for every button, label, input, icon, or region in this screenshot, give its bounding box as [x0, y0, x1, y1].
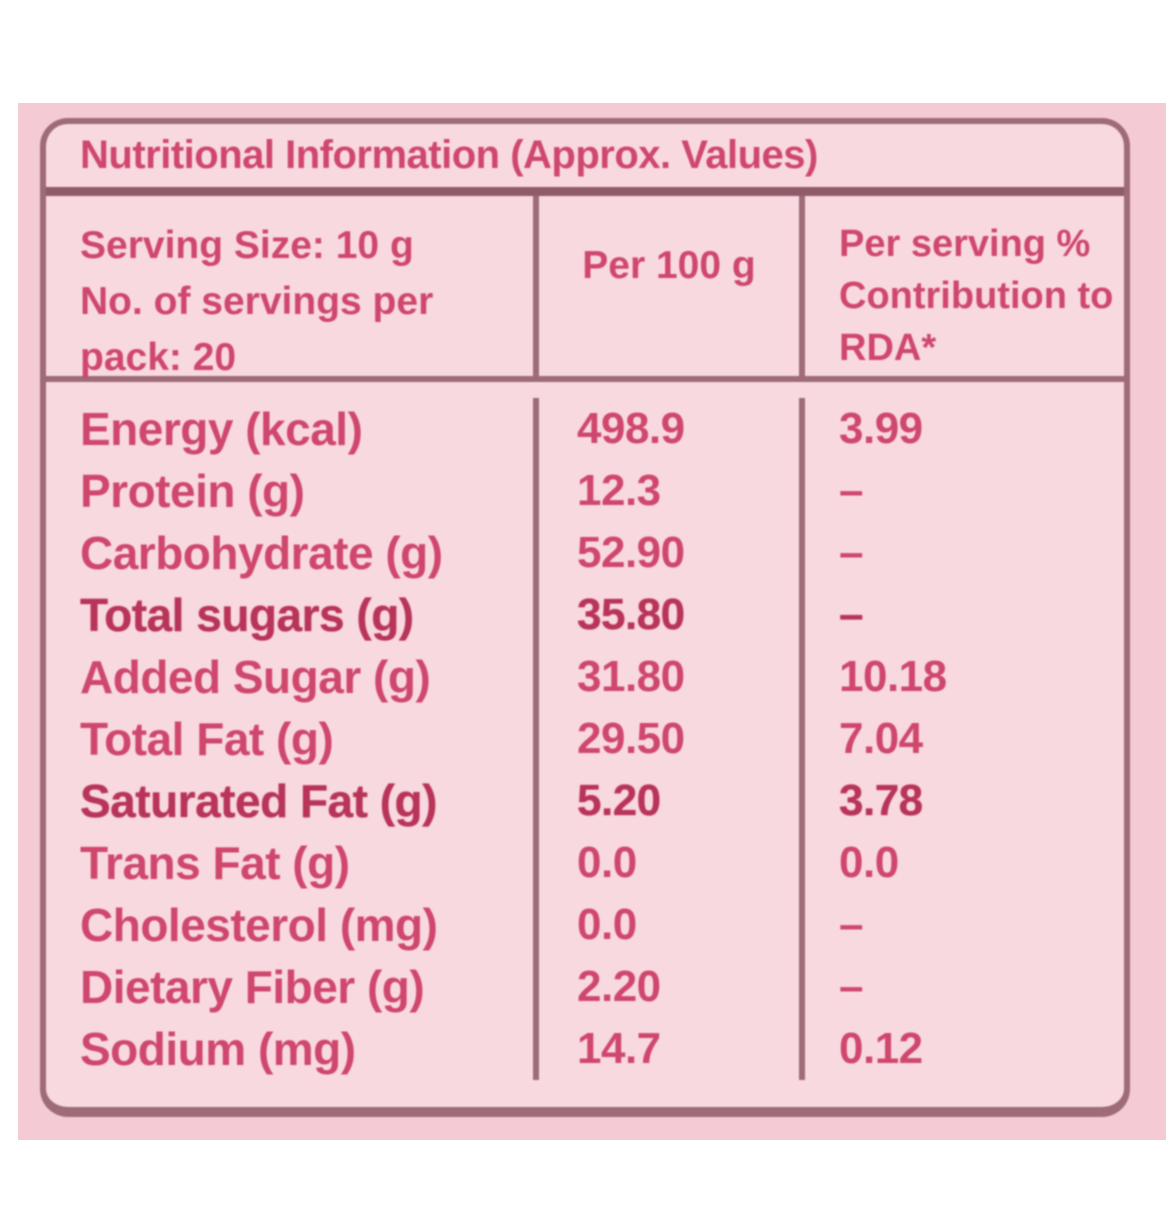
table-row-cholesterol: Cholesterol (mg) 0.0 – [46, 894, 1124, 956]
table-row-carbohydrate: Carbohydrate (g) 52.90 – [46, 522, 1124, 584]
table-row-total-fat: Total Fat (g) 29.50 7.04 [46, 708, 1124, 770]
row-label: Protein (g) [80, 465, 305, 517]
row-label: Total sugars (g) [80, 589, 414, 641]
row-rda-value: – [839, 528, 863, 577]
row-label: Sodium (mg) [80, 1023, 356, 1075]
header-servings-per-pack-line1: No. of servings per [80, 280, 434, 323]
table-header-row: Serving Size: 10 g No. of servings per p… [46, 196, 1124, 382]
row-label: Energy (kcal) [80, 403, 363, 455]
row-rda-value: 7.04 [839, 714, 923, 763]
row-per100-value: 52.90 [577, 528, 685, 577]
table-row-sodium: Sodium (mg) 14.7 0.12 [46, 1018, 1124, 1080]
header-rda-contribution: Per serving % Contribution to RDA* [799, 196, 1124, 376]
table-row-dietary-fiber: Dietary Fiber (g) 2.20 – [46, 956, 1124, 1018]
header-serving-info: Serving Size: 10 g No. of servings per p… [46, 196, 533, 379]
header-rda-line2: Contribution to [839, 275, 1114, 317]
row-label: Total Fat (g) [80, 713, 334, 765]
header-per-100g-label: Per 100 g [582, 244, 756, 287]
row-rda-value: – [839, 962, 863, 1011]
row-label: Added Sugar (g) [80, 651, 431, 703]
row-label: Cholesterol (mg) [80, 899, 438, 951]
table-row-trans-fat: Trans Fat (g) 0.0 0.0 [46, 832, 1124, 894]
table-row-added-sugar: Added Sugar (g) 31.80 10.18 [46, 646, 1124, 708]
row-rda-value: 10.18 [839, 652, 947, 701]
table-body: Energy (kcal) 498.9 3.99 Protein (g) 12.… [46, 382, 1124, 1094]
table-row-energy: Energy (kcal) 498.9 3.99 [46, 398, 1124, 460]
header-rda-line1: Per serving % [839, 223, 1091, 265]
row-per100-value: 29.50 [577, 714, 685, 763]
row-label: Dietary Fiber (g) [80, 961, 425, 1013]
header-rda-line3: RDA* [839, 327, 937, 369]
row-per100-value: 5.20 [577, 776, 661, 825]
row-label: Trans Fat (g) [80, 837, 350, 889]
row-per100-value: 14.7 [577, 1024, 661, 1073]
header-per-100g: Per 100 g [533, 196, 799, 376]
row-per100-value: 0.0 [577, 838, 637, 887]
row-rda-value: – [839, 466, 863, 515]
row-rda-value: 0.0 [839, 838, 899, 887]
pink-label-panel: Nutritional Information (Approx. Values)… [18, 103, 1166, 1140]
header-servings-per-pack-line2: pack: 20 [80, 336, 237, 379]
table-title-row: Nutritional Information (Approx. Values) [46, 124, 1124, 196]
table-row-saturated-fat: Saturated Fat (g) 5.20 3.78 [46, 770, 1124, 832]
row-label: Saturated Fat (g) [80, 775, 437, 827]
row-per100-value: 12.3 [577, 466, 661, 515]
table-title: Nutritional Information (Approx. Values) [80, 133, 818, 177]
row-per100-value: 35.80 [577, 590, 685, 639]
row-rda-value: – [839, 900, 863, 949]
row-per100-value: 2.20 [577, 962, 661, 1011]
row-per100-value: 498.9 [577, 404, 685, 453]
row-rda-value: 3.78 [839, 776, 923, 825]
table-row-total-sugars: Total sugars (g) 35.80 – [46, 584, 1124, 646]
row-per100-value: 31.80 [577, 652, 685, 701]
row-per100-value: 0.0 [577, 900, 637, 949]
row-rda-value: 0.12 [839, 1024, 923, 1073]
table-row-protein: Protein (g) 12.3 – [46, 460, 1124, 522]
row-rda-value: 3.99 [839, 404, 923, 453]
row-rda-value: – [839, 590, 863, 639]
row-label: Carbohydrate (g) [80, 527, 443, 579]
nutrition-facts-table: Nutritional Information (Approx. Values)… [40, 118, 1130, 1117]
header-serving-size: Serving Size: 10 g [80, 224, 414, 267]
